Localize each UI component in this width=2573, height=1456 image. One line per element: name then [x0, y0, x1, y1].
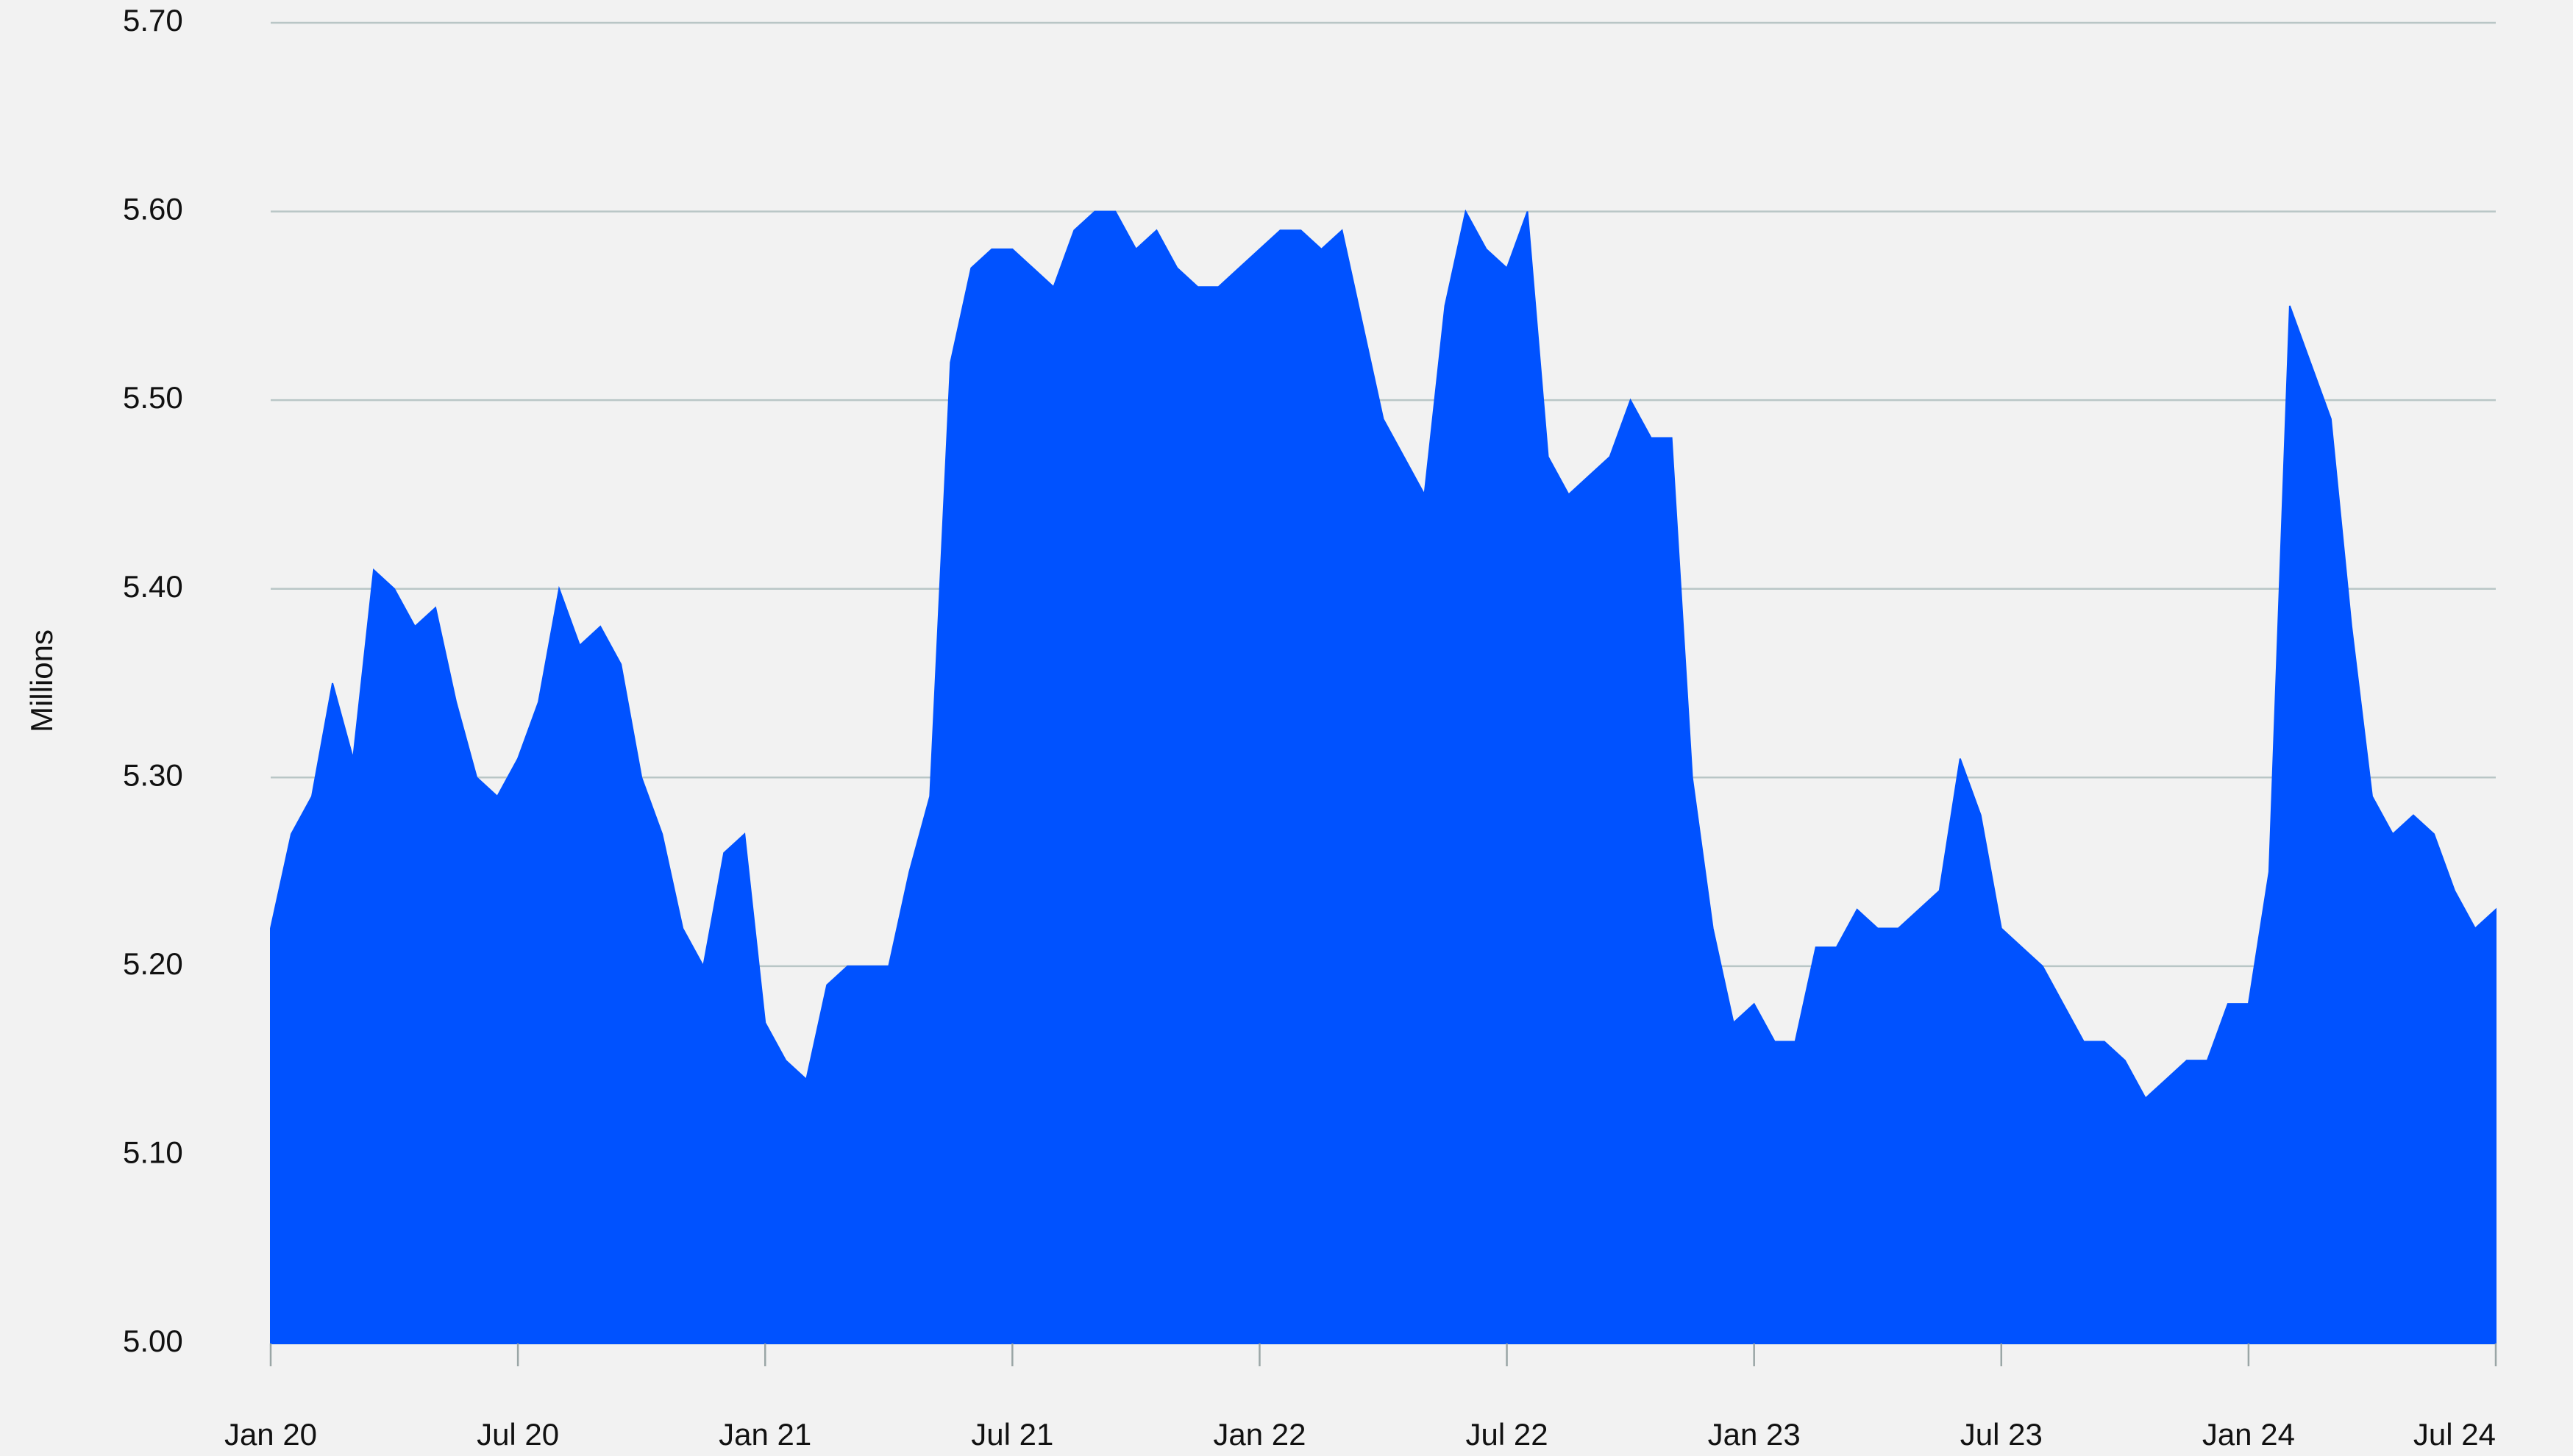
x-tick-label: Jan 21	[719, 1417, 811, 1452]
x-tick-label: Jul 21	[971, 1417, 1053, 1452]
y-tick-label: 5.70	[123, 3, 183, 38]
area	[270, 209, 2497, 1344]
x-tick-label: Jul 20	[477, 1417, 559, 1452]
x-tick-label: Jul 23	[1960, 1417, 2043, 1452]
x-tick-label: Jan 22	[1213, 1417, 1306, 1452]
y-tick-label: 5.40	[123, 569, 183, 604]
y-tick-label: 5.50	[123, 380, 183, 415]
x-tick-label: Jan 24	[2202, 1417, 2295, 1452]
y-tick-label: 5.20	[123, 946, 183, 981]
y-axis-label: Millions	[24, 629, 59, 732]
y-tick-label: 5.00	[123, 1324, 183, 1358]
y-tick-label: 5.60	[123, 192, 183, 226]
x-tick-label: Jul 24	[2413, 1417, 2496, 1452]
x-tick-label: Jan 23	[1708, 1417, 1801, 1452]
y-tick-label: 5.10	[123, 1135, 183, 1170]
x-tick-label: Jul 22	[1466, 1417, 1548, 1452]
y-tick-label: 5.30	[123, 757, 183, 792]
x-tick-label: Jan 20	[224, 1417, 317, 1452]
